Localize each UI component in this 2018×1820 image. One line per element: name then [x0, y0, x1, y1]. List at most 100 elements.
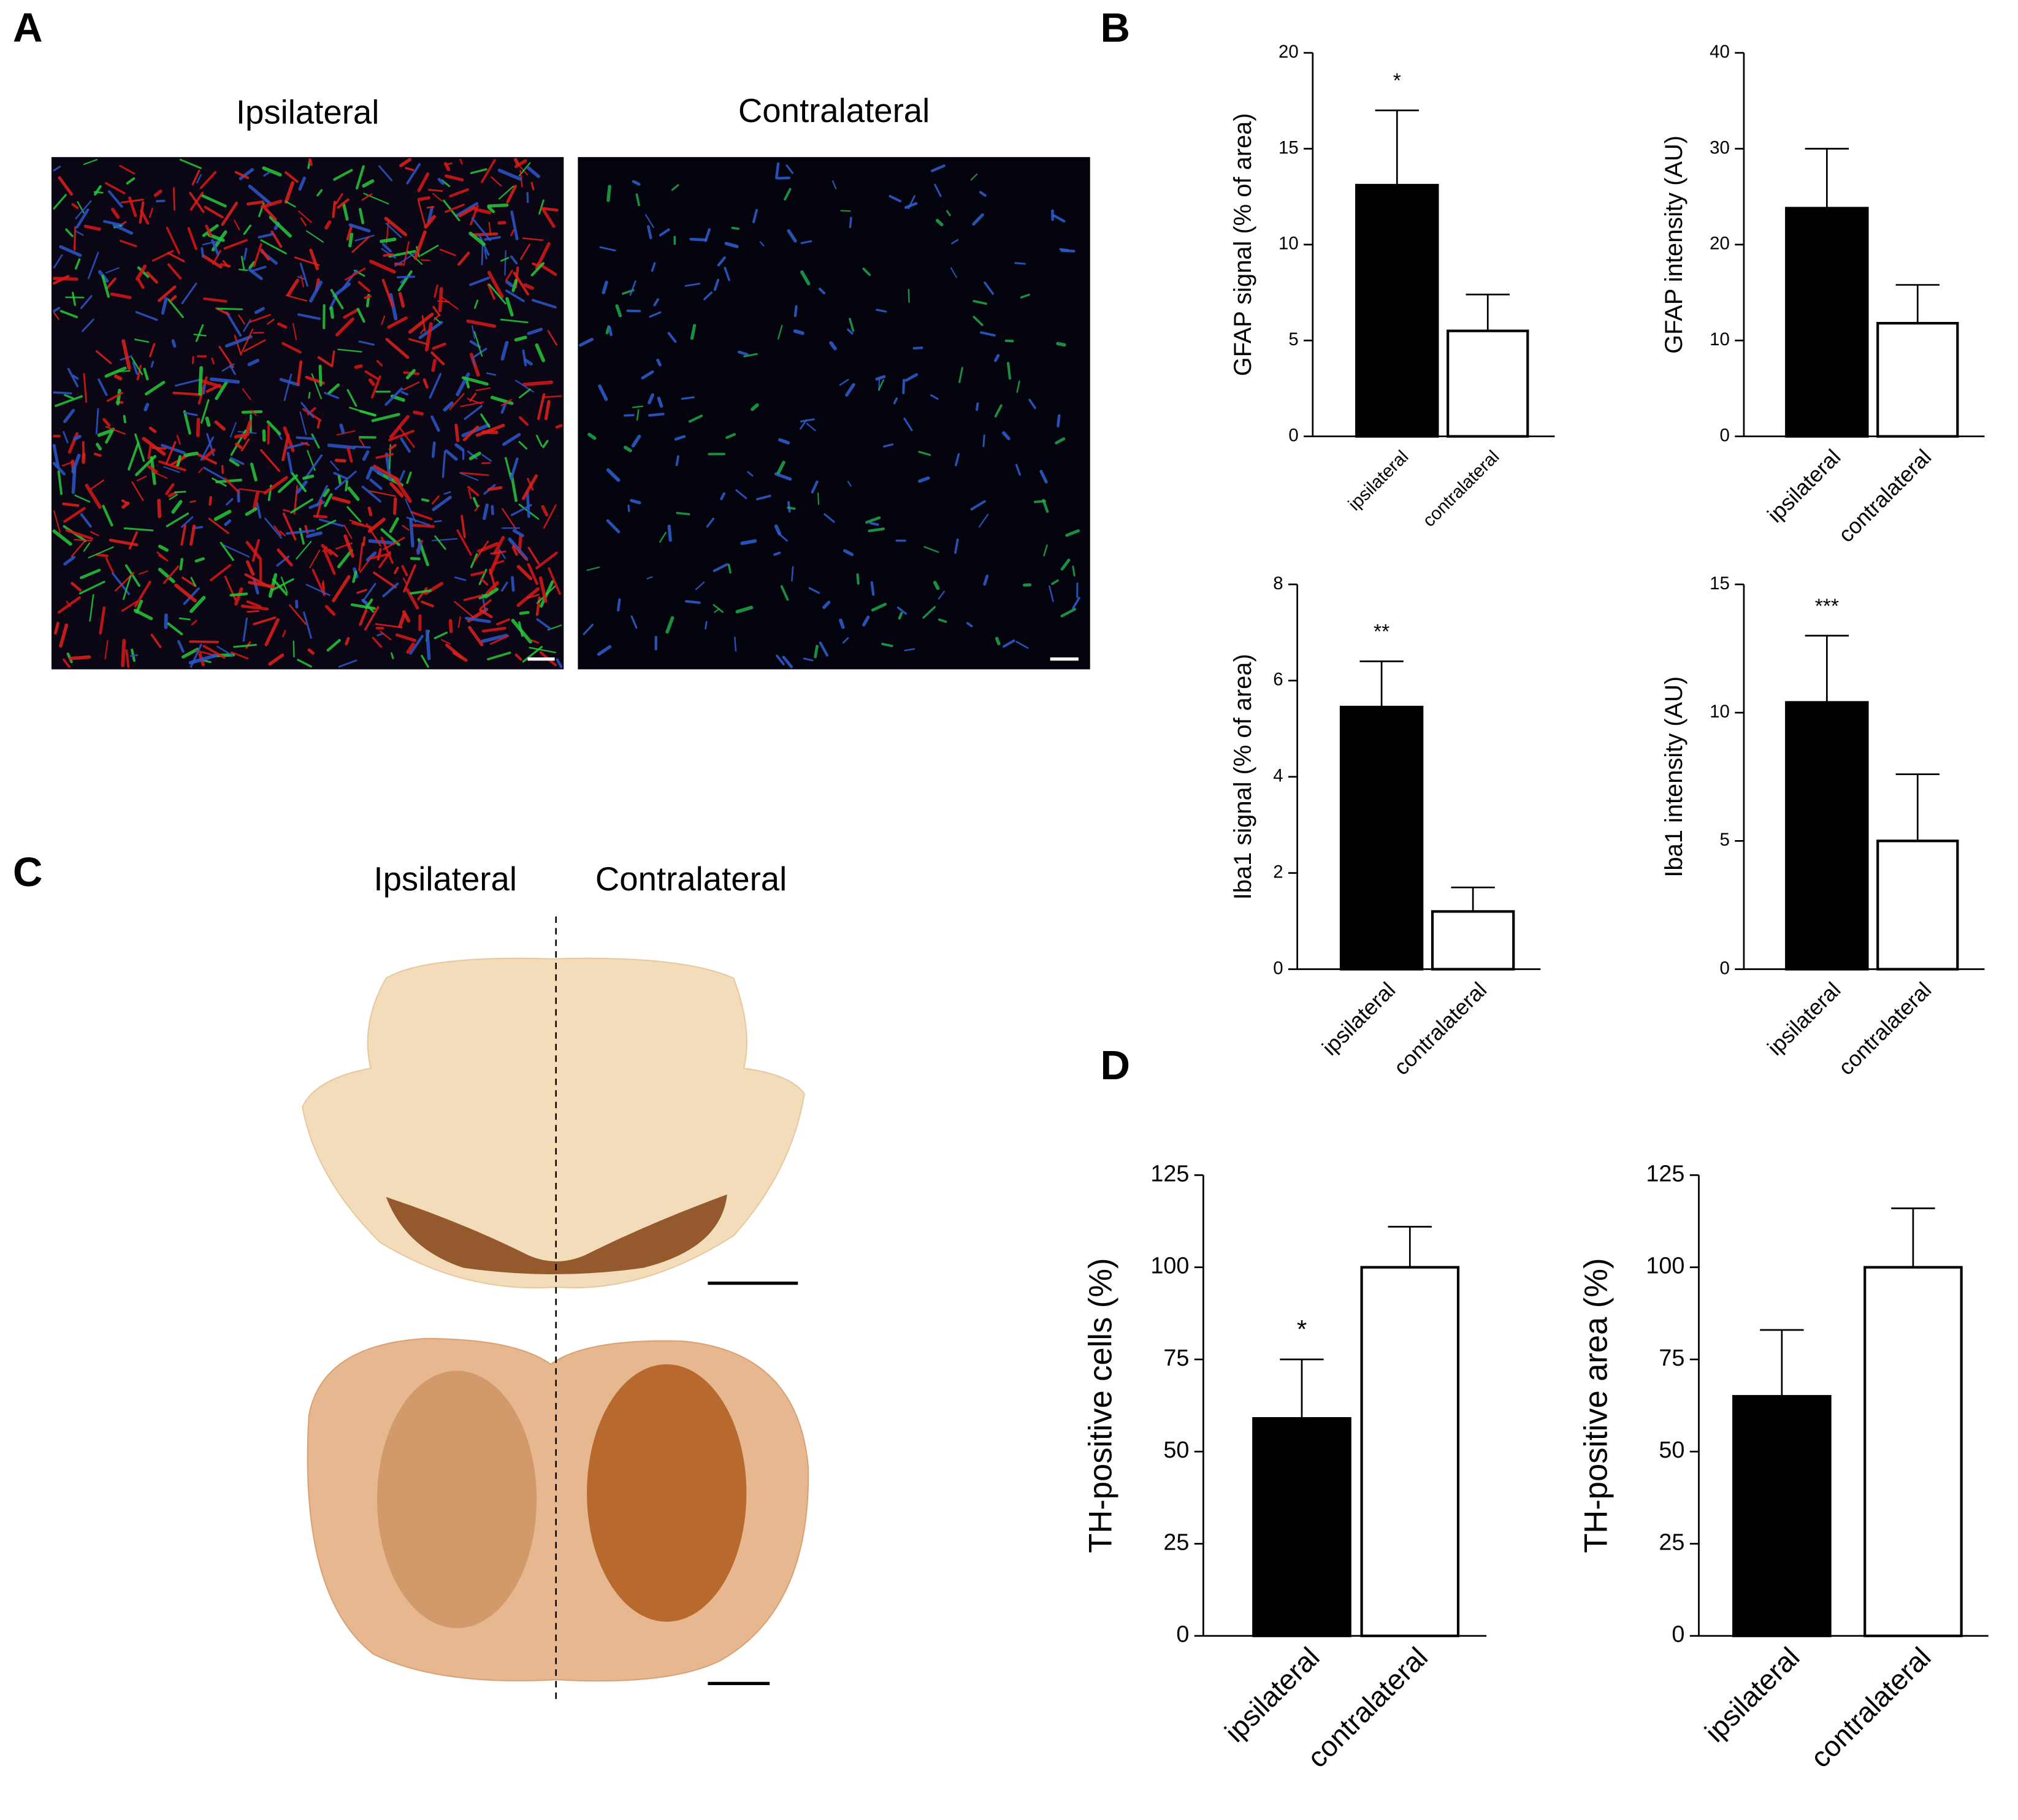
micrograph-texture [688, 415, 703, 423]
micrograph-texture [480, 599, 492, 610]
micrograph-texture [183, 410, 191, 435]
micrograph-texture [529, 646, 556, 654]
micrograph-texture [431, 495, 440, 505]
micrograph-texture [958, 367, 963, 383]
micrograph-texture [369, 259, 396, 274]
micrograph-texture [213, 510, 232, 521]
micrograph-texture [384, 216, 408, 237]
micrograph-texture [972, 213, 984, 226]
micrograph-texture [898, 611, 903, 620]
micrograph-texture [462, 425, 480, 442]
micrograph-texture [632, 405, 644, 408]
micrograph-texture [104, 366, 127, 378]
micrograph-texture [445, 449, 458, 461]
micrograph-texture [167, 251, 185, 262]
micrograph-texture [470, 571, 486, 576]
micrograph-texture [840, 210, 851, 212]
y-tick-label: 20 [1710, 234, 1730, 254]
micrograph-texture [351, 522, 372, 529]
y-tick-label: 4 [1273, 766, 1283, 786]
micrograph-texture [526, 491, 530, 518]
micrograph-texture [150, 361, 155, 368]
micrograph-texture [346, 224, 353, 241]
micrograph-texture [720, 492, 725, 500]
micrograph-texture [253, 243, 262, 267]
micrograph-texture [438, 287, 443, 313]
micrograph-texture [431, 538, 458, 541]
micrograph-texture [1065, 529, 1080, 537]
micrograph-texture [239, 488, 267, 494]
micrograph-texture [350, 603, 376, 610]
micrograph-texture [353, 445, 371, 449]
micrograph-texture [131, 481, 144, 502]
micrograph-texture [167, 263, 182, 280]
micrograph-texture [938, 618, 947, 623]
micrograph-texture [405, 587, 419, 610]
micrograph-texture [167, 622, 183, 636]
micrograph-texture [149, 343, 156, 358]
micrograph-texture [189, 640, 220, 643]
micrograph-texture [381, 315, 386, 325]
micrograph-texture [527, 327, 543, 335]
micrograph-texture [1014, 262, 1026, 265]
micrograph-texture [196, 418, 201, 437]
micrograph-texture [983, 575, 989, 586]
micrograph-texture [1051, 579, 1059, 585]
micrograph-texture [468, 231, 486, 247]
micrograph-texture [88, 546, 114, 559]
micrograph-texture [1016, 380, 1020, 393]
micrograph-texture [388, 429, 415, 442]
micrograph-texture [351, 236, 370, 253]
micrograph-texture [361, 485, 381, 503]
y-tick-label: 25 [1163, 1529, 1189, 1555]
micrograph-texture [198, 365, 203, 396]
micrograph-texture [194, 557, 205, 563]
micrograph-texture [469, 277, 490, 286]
micrograph-texture [398, 613, 406, 629]
micrograph-texture [260, 449, 281, 472]
micrograph-texture [361, 193, 373, 201]
micrograph-texture [309, 280, 323, 303]
micrograph-texture [417, 172, 430, 193]
x-tick-label: ipsilateral [1344, 446, 1412, 514]
micrograph-texture [487, 283, 495, 300]
micrograph-texture [484, 249, 487, 259]
micrograph-texture [83, 159, 98, 166]
micrograph-texture [147, 445, 152, 460]
micrograph-texture [190, 576, 196, 587]
x-tick-label: contralateral [1419, 446, 1504, 531]
micrograph-texture [67, 367, 79, 388]
micrograph-texture [234, 335, 242, 356]
micrograph-texture [208, 518, 229, 534]
micrograph-texture [1057, 414, 1061, 428]
micrograph-texture [466, 319, 497, 328]
micrograph-texture [538, 576, 548, 603]
micrograph-texture [725, 433, 736, 439]
micrograph-texture [870, 581, 875, 596]
micrograph-texture [459, 472, 479, 481]
micrograph-texture [579, 337, 594, 347]
micrograph-texture [505, 280, 514, 288]
micrograph-texture [472, 325, 476, 339]
micrograph-texture [995, 637, 1001, 646]
micrograph-texture [1020, 293, 1031, 299]
micrograph-texture [587, 432, 597, 440]
micrograph-texture [240, 328, 254, 356]
micrograph-texture [457, 616, 461, 628]
micrograph-texture [247, 610, 259, 613]
micrograph-texture [72, 291, 76, 306]
y-tick-label: 0 [1176, 1622, 1189, 1648]
micrograph-texture [345, 267, 366, 281]
micrograph-texture [541, 207, 559, 212]
micrograph-texture [263, 171, 270, 177]
micrograph-texture [473, 331, 483, 357]
micrograph-texture [63, 658, 71, 668]
micrograph-texture [83, 542, 91, 552]
micrograph-texture [487, 203, 509, 208]
micrograph-texture [689, 237, 708, 242]
micrograph-texture [671, 184, 679, 191]
micrograph-texture [57, 470, 63, 495]
micrograph-texture [121, 339, 131, 370]
micrograph-texture [393, 476, 412, 503]
micrograph-texture [775, 162, 780, 180]
